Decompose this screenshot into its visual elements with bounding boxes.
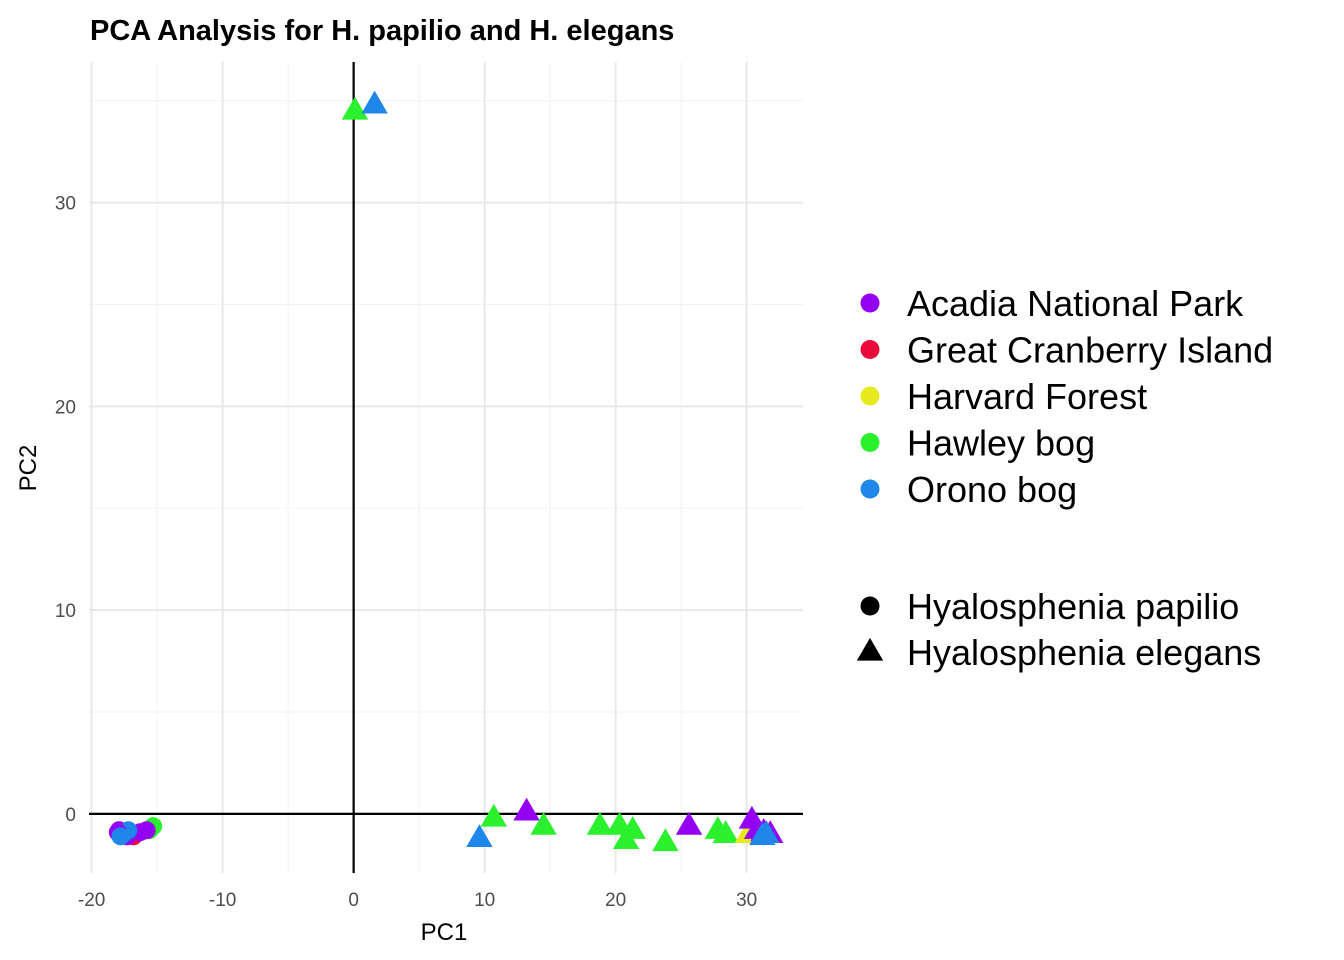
data-point-triangle <box>480 803 508 827</box>
data-points <box>108 90 784 852</box>
data-point-triangle <box>530 811 557 835</box>
data-point-triangle <box>675 811 703 835</box>
legend: Acadia National Park Great Cranberry Isla… <box>856 283 1273 673</box>
data-point-triangle <box>712 820 739 843</box>
legend-color-key <box>860 433 880 452</box>
y-tick-label: 20 <box>55 397 76 418</box>
data-point-triangle <box>753 820 780 843</box>
legend-color-label: Great Cranberry Island <box>907 330 1273 371</box>
legend-color-key <box>860 340 880 359</box>
legend-color-key <box>860 293 880 313</box>
legend-shape-key <box>860 596 880 616</box>
data-point-triangle <box>586 811 614 835</box>
y-tick-labels: 0 10 20 30 <box>55 194 76 826</box>
data-point-triangle <box>513 797 540 821</box>
y-tick-label: 10 <box>55 601 76 622</box>
legend-color-label: Harvard Forest <box>907 376 1147 417</box>
legend-shape-key <box>856 637 884 661</box>
y-axis-title: PC2 <box>15 445 42 492</box>
x-tick-label: -10 <box>209 890 236 911</box>
legend-color-label: Acadia National Park <box>907 283 1244 324</box>
legend-color-label: Hawley bog <box>907 423 1095 464</box>
data-point-triangle <box>341 96 369 120</box>
x-tick-label: 10 <box>474 890 495 911</box>
legend-shape-label: Hyalosphenia papilio <box>907 586 1239 627</box>
grid-major-lines <box>89 62 803 873</box>
reference-lines <box>89 62 803 873</box>
chart-title: PCA Analysis for H. papilio and H. elega… <box>90 15 674 47</box>
x-tick-label: 20 <box>605 890 626 911</box>
x-tick-label: 30 <box>736 890 757 911</box>
grid-minor-lines <box>89 62 803 873</box>
data-point-triangle <box>612 826 640 850</box>
x-tick-label: -20 <box>78 890 105 911</box>
data-point-triangle <box>466 824 493 848</box>
y-tick-label: 30 <box>55 194 76 215</box>
data-point-circle <box>111 827 130 846</box>
x-tick-label: 0 <box>348 890 359 911</box>
y-tick-label: 0 <box>65 805 76 826</box>
legend-shape-label: Hyalosphenia elegans <box>907 632 1261 673</box>
legend-color-label: Orono bog <box>907 469 1077 510</box>
legend-color-key <box>860 479 880 499</box>
x-axis-title: PC1 <box>421 919 468 946</box>
data-point-triangle <box>361 90 388 114</box>
x-tick-labels: -20 -10 0 10 20 30 <box>78 890 757 911</box>
legend-color-key <box>860 386 880 406</box>
data-point-triangle <box>652 828 679 852</box>
